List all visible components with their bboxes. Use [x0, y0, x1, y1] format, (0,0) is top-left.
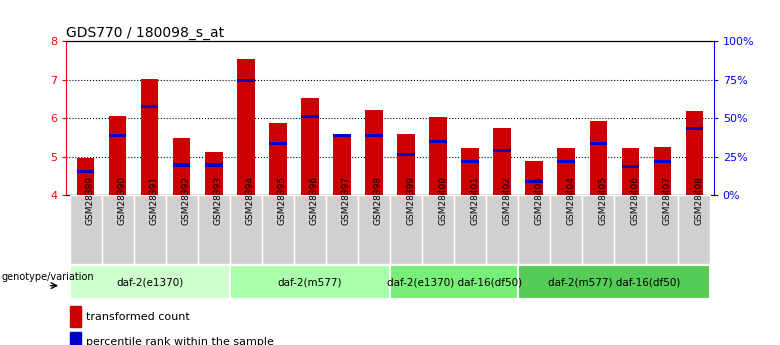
FancyBboxPatch shape	[69, 265, 230, 299]
FancyBboxPatch shape	[230, 195, 262, 264]
FancyBboxPatch shape	[197, 195, 230, 264]
Bar	[269, 142, 286, 145]
FancyBboxPatch shape	[165, 195, 197, 264]
FancyBboxPatch shape	[294, 195, 326, 264]
FancyBboxPatch shape	[101, 195, 133, 264]
FancyBboxPatch shape	[550, 195, 583, 264]
Bar	[526, 161, 543, 195]
Text: GSM28395: GSM28395	[278, 176, 287, 225]
FancyBboxPatch shape	[615, 195, 647, 264]
Text: GSM28391: GSM28391	[150, 176, 158, 225]
Bar	[333, 136, 351, 195]
Text: GSM28394: GSM28394	[246, 176, 255, 225]
Bar	[69, 306, 81, 326]
Text: GSM28401: GSM28401	[470, 176, 479, 225]
Text: GSM28393: GSM28393	[214, 176, 223, 225]
FancyBboxPatch shape	[230, 265, 390, 299]
FancyBboxPatch shape	[422, 195, 454, 264]
Bar	[622, 165, 639, 168]
Bar	[108, 116, 126, 195]
Bar	[205, 151, 222, 195]
Text: GSM28408: GSM28408	[694, 176, 704, 225]
Text: GSM28396: GSM28396	[310, 176, 319, 225]
Text: genotype/variation: genotype/variation	[2, 272, 94, 282]
Text: GSM28402: GSM28402	[502, 176, 511, 225]
Text: GSM28389: GSM28389	[86, 176, 94, 225]
FancyBboxPatch shape	[518, 265, 711, 299]
Text: GSM28400: GSM28400	[438, 176, 447, 225]
Text: GSM28404: GSM28404	[566, 176, 576, 225]
Text: daf-2(m577): daf-2(m577)	[278, 277, 342, 287]
FancyBboxPatch shape	[679, 195, 711, 264]
FancyBboxPatch shape	[486, 195, 518, 264]
Bar	[397, 134, 415, 195]
Text: GSM28405: GSM28405	[598, 176, 608, 225]
FancyBboxPatch shape	[326, 195, 358, 264]
Bar	[205, 164, 222, 167]
FancyBboxPatch shape	[133, 195, 165, 264]
Bar	[108, 134, 126, 137]
Text: GSM28392: GSM28392	[182, 176, 190, 225]
Text: GSM28407: GSM28407	[662, 176, 672, 225]
Bar	[333, 134, 351, 137]
Text: GSM28397: GSM28397	[342, 176, 351, 225]
FancyBboxPatch shape	[390, 265, 518, 299]
Text: GSM28403: GSM28403	[534, 176, 543, 225]
Bar	[526, 180, 543, 183]
Bar	[654, 160, 672, 163]
Bar	[173, 164, 190, 167]
Bar	[141, 79, 158, 195]
Bar	[686, 111, 704, 195]
Bar	[76, 158, 94, 195]
Bar	[622, 148, 639, 195]
Bar	[269, 123, 286, 195]
FancyBboxPatch shape	[518, 195, 550, 264]
Text: transformed count: transformed count	[87, 312, 190, 322]
Text: GSM28390: GSM28390	[118, 176, 126, 225]
Bar	[654, 147, 672, 195]
Text: GSM28398: GSM28398	[374, 176, 383, 225]
Bar	[686, 127, 704, 130]
Bar	[69, 333, 81, 345]
FancyBboxPatch shape	[358, 195, 390, 264]
Text: percentile rank within the sample: percentile rank within the sample	[87, 337, 275, 345]
Bar	[141, 105, 158, 108]
FancyBboxPatch shape	[69, 195, 101, 264]
Bar	[301, 98, 319, 195]
Text: daf-2(m577) daf-16(df50): daf-2(m577) daf-16(df50)	[548, 277, 680, 287]
FancyBboxPatch shape	[454, 195, 486, 264]
Bar	[558, 160, 575, 163]
Bar	[365, 134, 383, 137]
FancyBboxPatch shape	[647, 195, 679, 264]
Text: GSM28399: GSM28399	[406, 176, 415, 225]
Bar	[429, 140, 447, 144]
Bar	[494, 128, 511, 195]
Bar	[237, 79, 254, 82]
FancyBboxPatch shape	[390, 195, 422, 264]
Bar	[558, 148, 575, 195]
Bar	[301, 115, 319, 118]
Text: GSM28406: GSM28406	[630, 176, 640, 225]
Bar	[237, 59, 254, 195]
Bar	[461, 148, 479, 195]
Bar	[397, 153, 415, 156]
Bar	[76, 170, 94, 174]
Bar	[429, 117, 447, 195]
Text: daf-2(e1370) daf-16(df50): daf-2(e1370) daf-16(df50)	[387, 277, 522, 287]
Bar	[590, 142, 607, 145]
FancyBboxPatch shape	[262, 195, 294, 264]
Text: daf-2(e1370): daf-2(e1370)	[116, 277, 183, 287]
Bar	[494, 149, 511, 152]
Bar	[173, 138, 190, 195]
Bar	[590, 121, 607, 195]
FancyBboxPatch shape	[583, 195, 615, 264]
Bar	[365, 110, 383, 195]
Text: GDS770 / 180098_s_at: GDS770 / 180098_s_at	[66, 26, 225, 40]
Bar	[461, 160, 479, 163]
